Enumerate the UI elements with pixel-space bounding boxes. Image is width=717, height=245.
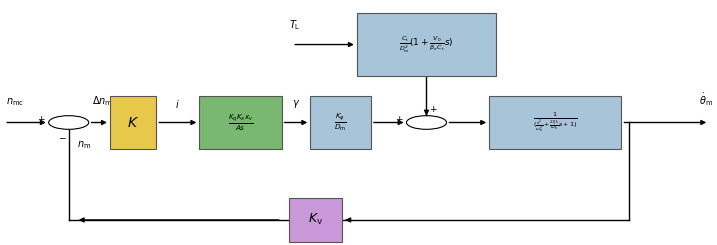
Text: $\frac{C_{\rm t}}{D^2_{\rm m}}(1+\frac{V_0}{\beta_e C_{\rm t}}s)$: $\frac{C_{\rm t}}{D^2_{\rm m}}(1+\frac{V… [399,34,454,55]
Text: $\Delta n_{\rm m}$: $\Delta n_{\rm m}$ [92,94,113,108]
Text: $K_{\rm v}$: $K_{\rm v}$ [308,212,323,228]
FancyBboxPatch shape [489,96,622,149]
FancyBboxPatch shape [110,96,156,149]
Text: +: + [37,115,45,124]
Text: +: + [395,115,403,123]
Circle shape [407,116,447,129]
Text: $\dot{\theta}_{\rm m}$: $\dot{\theta}_{\rm m}$ [698,91,713,108]
Text: $n_{\rm mc}$: $n_{\rm mc}$ [6,96,24,108]
Text: $\frac{1}{(\frac{s^2}{\omega^2_{\rm h}}+\frac{2\xi_{\rm h}}{\omega_{\rm h}}s+1)}: $\frac{1}{(\frac{s^2}{\omega^2_{\rm h}}+… [533,111,578,134]
Text: $T_{\rm L}$: $T_{\rm L}$ [289,19,300,32]
FancyBboxPatch shape [199,96,282,149]
Text: $i$: $i$ [176,98,180,110]
Text: $-$: $-$ [58,132,67,141]
FancyBboxPatch shape [357,13,496,76]
Text: $\frac{K_{\varphi}}{D_{\rm m}}$: $\frac{K_{\varphi}}{D_{\rm m}}$ [334,111,347,134]
Text: +: + [429,105,436,114]
Text: $K$: $K$ [127,115,139,130]
Text: $n_{\rm m}$: $n_{\rm m}$ [77,139,92,151]
Text: $\frac{K_q K_x x_v}{As}$: $\frac{K_q K_x x_v}{As}$ [227,112,253,133]
Circle shape [49,116,89,129]
Text: $\gamma$: $\gamma$ [292,98,300,110]
FancyBboxPatch shape [310,96,371,149]
FancyBboxPatch shape [289,198,343,242]
